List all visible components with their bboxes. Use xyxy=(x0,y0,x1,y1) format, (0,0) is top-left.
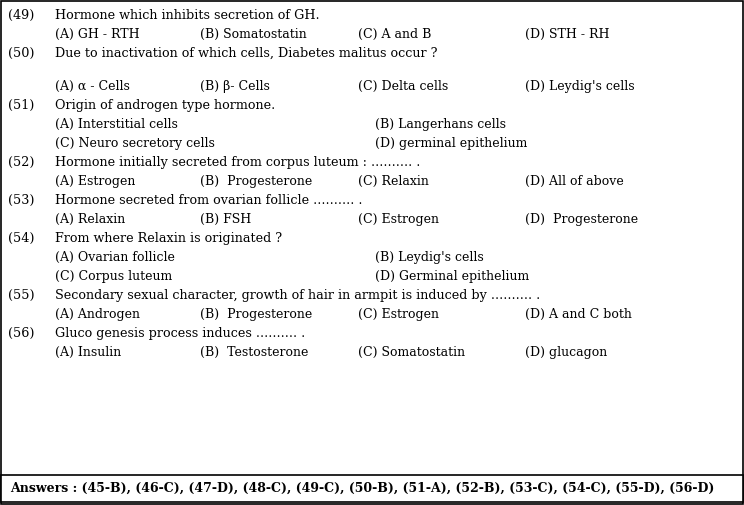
Text: (A) GH - RTH: (A) GH - RTH xyxy=(55,28,140,41)
Text: (55): (55) xyxy=(8,289,35,302)
Text: (D) germinal epithelium: (D) germinal epithelium xyxy=(375,137,527,150)
Text: (D) glucagon: (D) glucagon xyxy=(525,346,607,359)
Text: Hormone initially secreted from corpus luteum : .......... .: Hormone initially secreted from corpus l… xyxy=(55,156,420,169)
Text: Hormone secreted from ovarian follicle .......... .: Hormone secreted from ovarian follicle .… xyxy=(55,194,362,207)
Text: (A) Relaxin: (A) Relaxin xyxy=(55,213,125,226)
Text: (C) Neuro secretory cells: (C) Neuro secretory cells xyxy=(55,137,215,150)
Text: (C) Relaxin: (C) Relaxin xyxy=(358,175,429,188)
Text: (D) Germinal epithelium: (D) Germinal epithelium xyxy=(375,270,529,283)
Text: (49): (49) xyxy=(8,9,34,22)
Text: (D)  Progesterone: (D) Progesterone xyxy=(525,213,638,226)
Text: (B)  Progesterone: (B) Progesterone xyxy=(200,175,312,188)
Text: (B) Langerhans cells: (B) Langerhans cells xyxy=(375,118,506,131)
Text: (A) α - Cells: (A) α - Cells xyxy=(55,80,130,93)
Text: Answers : (45-B), (46-C), (47-D), (48-C), (49-C), (50-B), (51-A), (52-B), (53-C): Answers : (45-B), (46-C), (47-D), (48-C)… xyxy=(10,482,714,495)
Text: (C) Somatostatin: (C) Somatostatin xyxy=(358,346,465,359)
Text: (D) All of above: (D) All of above xyxy=(525,175,623,188)
Text: (B) FSH: (B) FSH xyxy=(200,213,251,226)
Text: (50): (50) xyxy=(8,47,34,60)
Text: (53): (53) xyxy=(8,194,34,207)
Text: (51): (51) xyxy=(8,99,34,112)
Text: Secondary sexual character, growth of hair in armpit is induced by .......... .: Secondary sexual character, growth of ha… xyxy=(55,289,540,302)
Text: (D) A and C both: (D) A and C both xyxy=(525,308,632,321)
Text: (B) β- Cells: (B) β- Cells xyxy=(200,80,270,93)
Text: (C) Delta cells: (C) Delta cells xyxy=(358,80,448,93)
Text: (A) Estrogen: (A) Estrogen xyxy=(55,175,135,188)
Text: (D) STH - RH: (D) STH - RH xyxy=(525,28,609,41)
Text: (B)  Testosterone: (B) Testosterone xyxy=(200,346,308,359)
FancyBboxPatch shape xyxy=(1,475,743,502)
Text: (52): (52) xyxy=(8,156,34,169)
Text: (C) Corpus luteum: (C) Corpus luteum xyxy=(55,270,173,283)
Text: Origin of androgen type hormone.: Origin of androgen type hormone. xyxy=(55,99,275,112)
Text: Hormone which inhibits secretion of GH.: Hormone which inhibits secretion of GH. xyxy=(55,9,320,22)
Text: (A) Ovarian follicle: (A) Ovarian follicle xyxy=(55,251,175,264)
Text: (C) Estrogen: (C) Estrogen xyxy=(358,213,439,226)
Text: (B) Somatostatin: (B) Somatostatin xyxy=(200,28,307,41)
Text: (B) Leydig's cells: (B) Leydig's cells xyxy=(375,251,484,264)
Text: (56): (56) xyxy=(8,327,34,340)
Text: From where Relaxin is originated ?: From where Relaxin is originated ? xyxy=(55,232,282,245)
Text: (D) Leydig's cells: (D) Leydig's cells xyxy=(525,80,635,93)
Text: Due to inactivation of which cells, Diabetes malitus occur ?: Due to inactivation of which cells, Diab… xyxy=(55,47,437,60)
Text: (B)  Progesterone: (B) Progesterone xyxy=(200,308,312,321)
Text: (A) Androgen: (A) Androgen xyxy=(55,308,140,321)
Text: Gluco genesis process induces .......... .: Gluco genesis process induces ..........… xyxy=(55,327,305,340)
Text: (54): (54) xyxy=(8,232,34,245)
Text: (C) A and B: (C) A and B xyxy=(358,28,432,41)
Text: (C) Estrogen: (C) Estrogen xyxy=(358,308,439,321)
Text: (A) Interstitial cells: (A) Interstitial cells xyxy=(55,118,178,131)
Text: (A) Insulin: (A) Insulin xyxy=(55,346,121,359)
